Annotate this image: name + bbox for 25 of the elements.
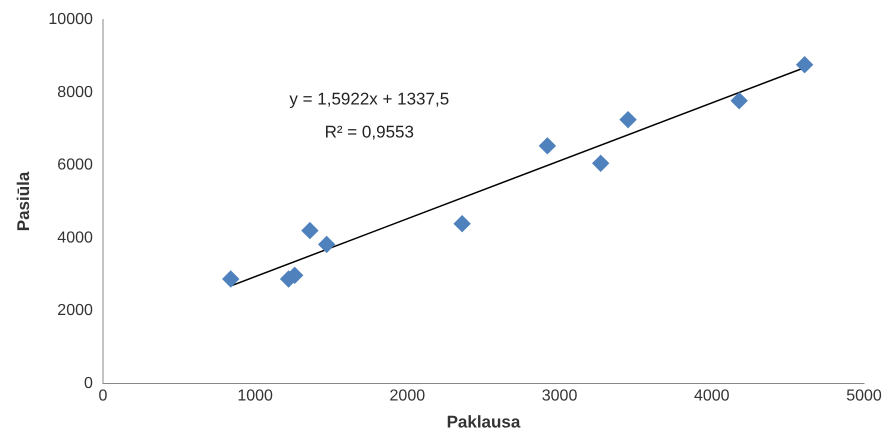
x-tick-label: 5000 — [846, 387, 882, 404]
annotation: R² = 0,9553 — [324, 122, 414, 142]
y-axis-title: Pasiūla — [14, 171, 33, 232]
point — [454, 215, 471, 232]
y-tick-label: 4000 — [57, 229, 93, 246]
point — [730, 92, 748, 110]
y-tick-label: 10000 — [48, 11, 93, 28]
point — [538, 137, 556, 154]
point — [796, 56, 814, 74]
x-tick-label: 1000 — [237, 387, 274, 404]
point — [592, 154, 610, 172]
x-tick-label: 2000 — [390, 387, 426, 404]
point — [222, 270, 240, 288]
point — [620, 111, 637, 128]
x-tick-label: 3000 — [542, 387, 578, 404]
y-tick-label: 8000 — [57, 84, 93, 101]
annotation: y = 1,5922x + 1337,5 — [289, 89, 450, 108]
y-tick-label: 2000 — [57, 302, 93, 320]
x-axis-title: Paklausa — [446, 412, 521, 432]
x-tick-label: 4000 — [694, 387, 730, 404]
point — [301, 222, 318, 240]
point — [318, 236, 336, 253]
x-tick-label: 0 — [98, 387, 108, 404]
y-tick-label: 0 — [84, 374, 93, 392]
y-tick-label: 6000 — [57, 156, 93, 174]
